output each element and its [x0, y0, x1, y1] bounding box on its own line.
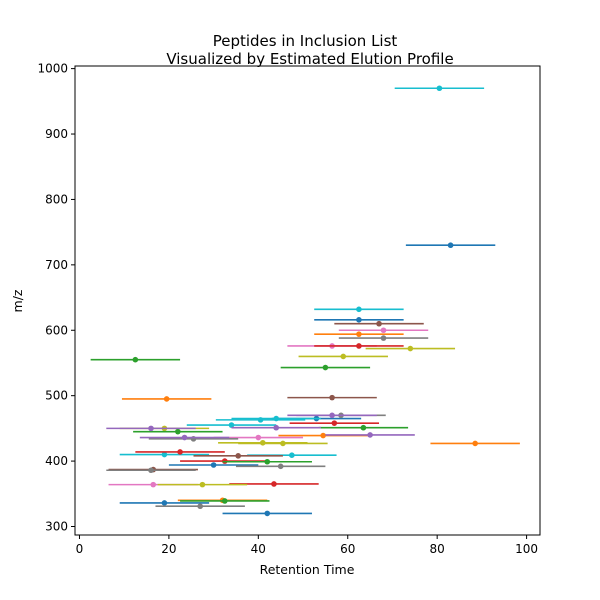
y-tick-label: 900	[45, 127, 68, 141]
x-tick-label: 40	[251, 542, 266, 556]
data-point	[235, 453, 241, 459]
data-point	[367, 432, 373, 438]
data-point	[340, 353, 347, 360]
x-tick-label: 0	[76, 542, 84, 556]
data-point	[161, 451, 168, 458]
data-point	[264, 458, 271, 465]
data-point	[197, 503, 203, 510]
data-point	[175, 428, 181, 435]
data-point	[271, 481, 277, 487]
x-tick-label: 20	[161, 542, 176, 556]
data-point	[329, 412, 335, 419]
series-3	[108, 320, 424, 473]
series-0	[186, 85, 485, 428]
data-point	[331, 420, 338, 426]
x-tick-label: 60	[340, 542, 355, 556]
y-axis-label: m/z	[10, 289, 25, 312]
data-point	[177, 449, 183, 455]
data-point	[228, 422, 235, 428]
chart-subtitle: Visualized by Estimated Elution Profile	[166, 50, 453, 68]
data-point	[289, 452, 295, 458]
data-point	[273, 424, 280, 431]
data-point	[380, 335, 387, 341]
data-point	[447, 242, 454, 249]
data-point	[356, 316, 362, 323]
chart-title: Peptides in Inclusion List	[213, 32, 398, 50]
series-10	[106, 412, 415, 441]
x-axis-label: Retention Time	[260, 562, 355, 577]
data-point	[259, 439, 266, 446]
plot-frame	[74, 65, 541, 536]
x-tick-label: 100	[515, 542, 538, 556]
data-marks	[90, 85, 520, 517]
data-point	[322, 364, 329, 371]
data-point	[148, 425, 154, 432]
series-9	[90, 356, 409, 504]
data-point	[255, 434, 262, 441]
y-tick-label: 1000	[37, 62, 68, 76]
y-tick-label: 500	[45, 389, 68, 403]
data-point	[132, 356, 139, 363]
data-point	[264, 510, 271, 517]
y-tick-label: 600	[45, 323, 68, 337]
x-axis: 0 20 40 60 80 100	[76, 535, 538, 556]
x-tick-label: 80	[430, 542, 445, 556]
data-point	[199, 481, 206, 488]
series-1	[119, 242, 496, 517]
data-point	[356, 306, 362, 313]
data-point	[360, 424, 367, 431]
data-point	[436, 85, 443, 92]
data-point	[257, 417, 264, 423]
data-point	[277, 463, 284, 470]
y-tick-label: 300	[45, 519, 68, 533]
data-point	[472, 440, 478, 447]
data-point	[161, 500, 168, 506]
data-point	[210, 462, 217, 468]
y-axis: 300 400 500 600 700 800 900 1000	[37, 62, 75, 533]
data-point	[407, 345, 414, 352]
data-point	[329, 394, 335, 401]
data-point	[380, 327, 387, 334]
data-point	[356, 343, 362, 349]
y-tick-label: 800	[45, 192, 68, 206]
data-point	[150, 481, 157, 488]
data-point	[356, 331, 362, 337]
y-tick-label: 700	[45, 258, 68, 272]
data-point	[320, 432, 326, 439]
data-point	[148, 467, 154, 474]
y-tick-label: 400	[45, 454, 68, 468]
data-point	[181, 434, 188, 441]
data-point	[163, 396, 170, 402]
data-point	[221, 498, 228, 504]
data-point	[376, 320, 382, 327]
series-2	[119, 306, 404, 458]
